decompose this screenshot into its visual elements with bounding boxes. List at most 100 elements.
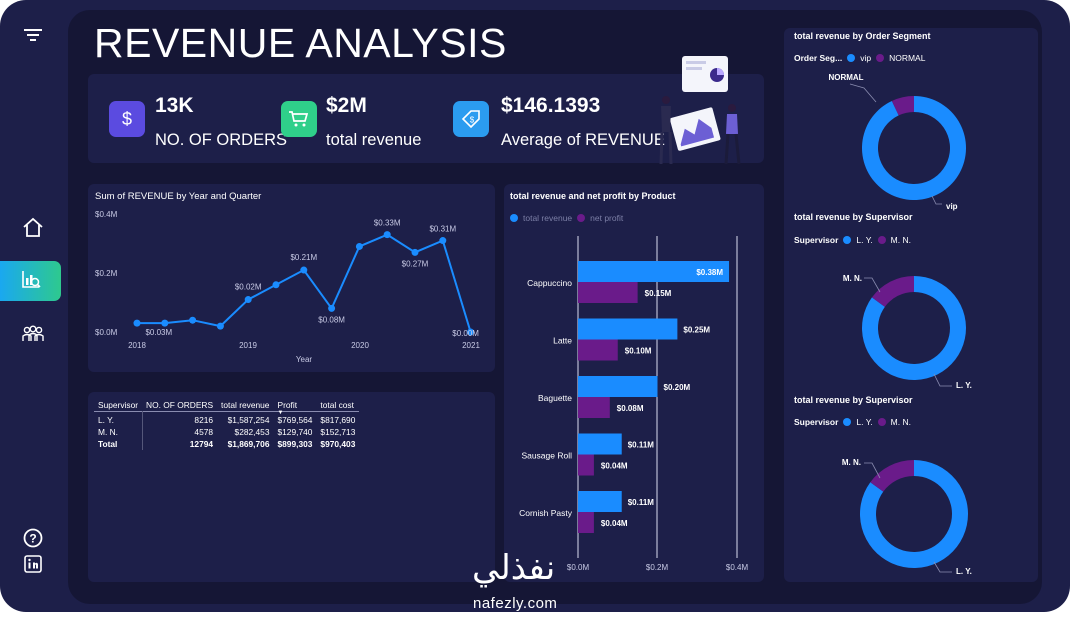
data-point[interactable]: [300, 266, 308, 274]
people-icon[interactable]: [20, 321, 46, 347]
data-point[interactable]: [355, 242, 363, 250]
table-cell: M. N.: [98, 427, 119, 437]
watermark-logo: نفذلي: [472, 548, 556, 588]
line-chart-panel: Sum of REVENUE by Year and Quarter $0.4M…: [88, 184, 495, 372]
column-header[interactable]: total cost: [320, 400, 354, 410]
leader-line: [931, 195, 942, 205]
table-cell: $970,403: [320, 439, 356, 449]
profit-bar[interactable]: [578, 339, 618, 361]
table-cell: $769,564: [277, 415, 313, 425]
svg-text:$: $: [470, 116, 475, 125]
table-cell: $1,587,254: [227, 415, 270, 425]
table-total-row: Total 12794 $1,869,706 $899,303 $970,403: [94, 438, 359, 450]
category-label: Latte: [553, 336, 572, 346]
table-cell: $152,713: [320, 427, 356, 437]
data-point[interactable]: [244, 296, 252, 304]
revenue-bar[interactable]: [578, 261, 730, 282]
revenue-bar[interactable]: [578, 376, 658, 397]
data-label: $0.27M: [402, 259, 429, 268]
bar-chart-panel: total revenue and net profit by Product …: [504, 184, 764, 582]
donut-title: total revenue by Order Segment: [794, 31, 931, 41]
supervisor-table: Supervisor NO. OF ORDERS total revenue P…: [94, 399, 360, 450]
profit-bar[interactable]: [578, 282, 638, 303]
kpi-average-value: $146.1393: [501, 94, 601, 117]
legend-caption: Order Seg...: [794, 53, 843, 63]
category-label: Cornish Pasty: [519, 508, 573, 518]
y-tick-label: $0.2M: [95, 269, 118, 278]
x-tick-label: $0.4M: [726, 563, 749, 572]
data-label: $0.11M: [628, 498, 655, 507]
data-point[interactable]: [133, 319, 141, 327]
filter-icon[interactable]: [22, 24, 44, 46]
revenue-bar[interactable]: [578, 318, 678, 340]
slice-label: M. N.: [843, 274, 862, 283]
svg-text:?: ?: [29, 532, 36, 546]
profit-bar[interactable]: [578, 512, 594, 533]
data-label: $0.31M: [429, 225, 456, 234]
page-title: REVENUE ANALYSIS: [94, 20, 507, 66]
leader-line: [864, 277, 881, 293]
data-label: $0.38M: [696, 268, 723, 277]
data-label: $0.20M: [664, 383, 691, 392]
data-point[interactable]: [411, 248, 419, 256]
table-cell: 4578: [141, 426, 218, 438]
legend-swatch: [510, 214, 518, 222]
donut-slice-major[interactable]: [860, 460, 968, 568]
donut-slice-major[interactable]: [862, 96, 966, 200]
donut-title: total revenue by Supervisor: [794, 212, 913, 222]
data-point[interactable]: [216, 322, 224, 330]
data-point[interactable]: [161, 319, 169, 327]
table-cell: $817,690: [320, 415, 356, 425]
category-label: Cappuccino: [527, 278, 572, 288]
price-tag-icon: $: [453, 101, 489, 137]
revenue-bar[interactable]: [578, 433, 622, 455]
column-header[interactable]: Supervisor: [98, 400, 139, 410]
legend-swatch: [843, 418, 852, 426]
data-point[interactable]: [328, 304, 336, 312]
legend-label: M. N.: [890, 235, 911, 245]
home-icon[interactable]: [20, 214, 46, 240]
data-label: $0.08M: [318, 315, 345, 324]
column-header[interactable]: NO. OF ORDERS: [146, 400, 214, 410]
linkedin-icon[interactable]: [22, 553, 44, 575]
table-cell: 12794: [141, 438, 218, 450]
data-label: $0.21M: [290, 253, 317, 262]
legend-label: M. N.: [890, 417, 911, 427]
kpi-card: $ 13K NO. OF ORDERS $2M total revenue $ …: [88, 74, 764, 163]
table-row: M. N. 4578 $282,453 $129,740 $152,713: [94, 426, 359, 438]
donut-slice-minor[interactable]: [871, 276, 914, 307]
kpi-revenue-value: $2M: [326, 94, 367, 117]
line-chart-title: Sum of REVENUE by Year and Quarter: [95, 191, 262, 202]
data-point[interactable]: [383, 231, 391, 239]
leader-line: [933, 561, 952, 573]
x-tick-label: 2018: [128, 341, 146, 350]
donut-slice-major[interactable]: [862, 276, 966, 380]
data-label: $0.11M: [628, 441, 655, 450]
data-point[interactable]: [272, 281, 280, 289]
data-label: $0.33M: [374, 219, 401, 228]
data-point[interactable]: [439, 237, 447, 245]
column-header[interactable]: total revenue: [221, 400, 270, 410]
data-label: $0.25M: [683, 326, 710, 335]
column-header[interactable]: Profit ▼: [277, 400, 298, 416]
data-point[interactable]: [467, 328, 475, 336]
leader-line: [849, 83, 877, 103]
profit-bar[interactable]: [578, 454, 594, 476]
donut-title: total revenue by Supervisor: [794, 395, 913, 405]
line-chart: $0.4M $0.2M $0.0M 2018 2019 2020 2021 Ye…: [95, 210, 480, 364]
bar-chart-legend: total revenue net profit: [510, 213, 623, 223]
revenue-bar[interactable]: [578, 491, 622, 512]
donut-panel: total revenue by Order Segment Order Seg…: [784, 28, 1038, 582]
donut-slice-minor[interactable]: [870, 460, 914, 492]
legend-caption: Supervisor: [794, 235, 839, 245]
data-label: $0.04M: [601, 519, 628, 528]
profit-bar[interactable]: [578, 397, 610, 418]
legend-label: net profit: [590, 213, 624, 223]
legend-swatch: [877, 236, 886, 244]
donut-slice-minor[interactable]: [891, 96, 914, 116]
analysis-nav-item[interactable]: [0, 261, 61, 301]
help-icon[interactable]: ?: [22, 527, 44, 549]
table-cell: 8216: [141, 411, 218, 426]
data-point[interactable]: [189, 316, 197, 324]
